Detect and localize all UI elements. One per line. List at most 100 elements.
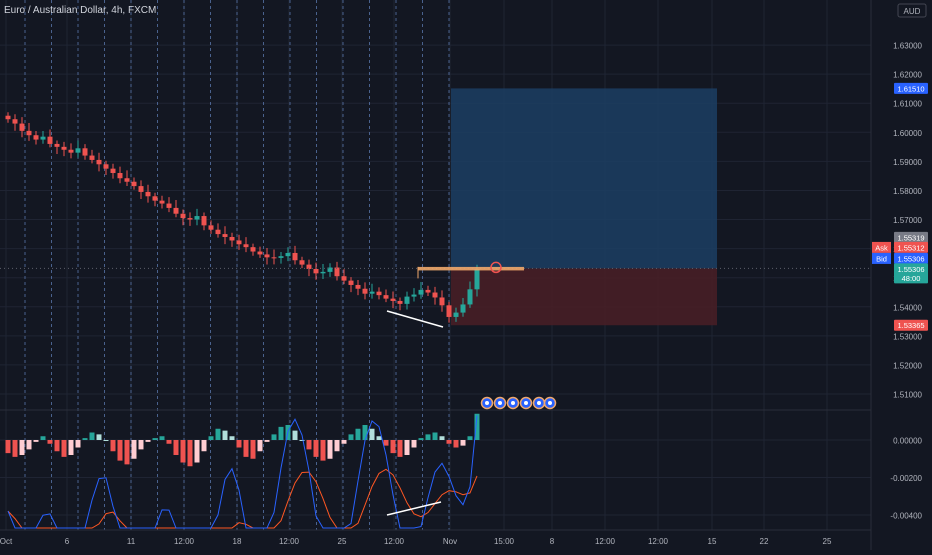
histogram-bar <box>327 440 333 459</box>
histogram-bar <box>110 440 116 452</box>
histogram-bar <box>271 434 277 440</box>
target-price-tag-bg <box>894 82 928 94</box>
histogram-bar <box>89 432 95 440</box>
event-marker-dot <box>537 401 541 405</box>
histogram-bar <box>236 440 242 448</box>
candle-body <box>460 304 466 313</box>
histogram-bar <box>61 440 67 457</box>
stop-zone[interactable] <box>451 268 717 326</box>
histogram-bar <box>355 428 361 440</box>
currency-label: AUD <box>904 7 921 16</box>
candle-body <box>390 298 396 301</box>
histogram-bar <box>306 440 312 450</box>
event-marker-dot <box>498 401 502 405</box>
long-position-tool[interactable] <box>451 88 717 326</box>
bid-price-tag: 1.55306 <box>897 254 924 263</box>
candle-body <box>131 181 137 187</box>
candle-body <box>222 234 228 237</box>
candle-body <box>299 260 305 265</box>
candle-body <box>313 268 319 274</box>
histogram-bar <box>117 440 123 461</box>
candle-body <box>201 216 207 226</box>
candle-body <box>19 123 25 131</box>
candle-body <box>264 254 270 258</box>
macd-line <box>7 415 478 529</box>
candle-body <box>152 196 158 201</box>
candle-body <box>145 191 151 197</box>
histogram-bar <box>446 440 452 444</box>
time-tick-label: 8 <box>550 537 555 546</box>
macd-histogram <box>5 413 480 467</box>
symbol-title: Euro / Australian Dollar, 4h, FXCM <box>4 5 156 16</box>
histogram-bar <box>334 440 340 452</box>
time-tick-label: 12:00 <box>174 537 195 546</box>
event-marker-dot <box>511 401 515 405</box>
user-drawings[interactable] <box>0 261 871 516</box>
countdown-tag: 48:00 <box>902 274 921 283</box>
histogram-bar <box>180 440 186 463</box>
candle-body <box>334 267 340 277</box>
histogram-bar <box>453 440 459 448</box>
event-marker-dot <box>524 401 528 405</box>
candle-body <box>327 267 333 272</box>
histogram-bar <box>390 440 396 454</box>
price-candles <box>5 112 480 323</box>
candle-body <box>138 186 144 192</box>
histogram-bar <box>474 413 480 440</box>
last-price-tag-bg <box>894 263 928 284</box>
histogram-bar <box>96 434 102 440</box>
time-tick-label: Oct <box>0 537 13 546</box>
histogram-bar <box>257 440 263 452</box>
histogram-bar <box>362 425 368 440</box>
event-marker-dot <box>548 401 552 405</box>
time-tick-label: 22 <box>760 537 769 546</box>
histogram-bar <box>299 440 305 441</box>
candle-body <box>355 284 361 289</box>
histogram-bar <box>208 436 214 440</box>
price-tick-label: 1.59000 <box>893 158 922 167</box>
price-tick-label: 1.60000 <box>893 129 922 138</box>
candle-body <box>418 289 424 295</box>
price-tick-label: 1.54000 <box>893 303 922 312</box>
histogram-bar <box>173 440 179 455</box>
candle-body <box>166 203 172 208</box>
histogram-bar <box>341 440 347 444</box>
histogram-bar <box>397 440 403 457</box>
time-tick-label: 11 <box>127 537 136 546</box>
histogram-bar <box>103 440 109 441</box>
candle-body <box>12 119 18 124</box>
candle-body <box>425 289 431 293</box>
candle-body <box>306 264 312 269</box>
indicator-tick-label: -0.00400 <box>890 512 922 521</box>
ask-price-tag-bg <box>894 241 928 253</box>
histogram-bar <box>460 440 466 446</box>
time-axis[interactable]: Oct 6 11 12:00 18 12:00 25 12:00 Nov 15:00 8 12:00 1… <box>0 537 832 546</box>
currency-badge[interactable]: AUD <box>897 3 927 18</box>
histogram-bar <box>19 440 25 455</box>
histogram-bar <box>5 440 11 454</box>
last-price-tag: 1.55306 <box>897 265 924 274</box>
time-tick-label: 25 <box>338 537 347 546</box>
ask-price-tag: 1.55312 <box>897 243 924 252</box>
bid-label-bg <box>872 252 891 264</box>
event-markers[interactable] <box>480 396 557 410</box>
candle-body <box>5 115 11 120</box>
histogram-bar <box>75 440 81 448</box>
time-tick-label: Nov <box>443 537 457 546</box>
price-tick-label: 1.52000 <box>893 361 922 370</box>
histogram-bar <box>425 434 431 440</box>
candle-body <box>194 216 200 220</box>
time-tick-label: 6 <box>65 537 70 546</box>
indicator-axis[interactable]: 0.00000 -0.00200 -0.00400 <box>890 437 922 521</box>
candle-body <box>320 271 326 274</box>
time-tick-label: 18 <box>233 537 242 546</box>
candle-body <box>117 173 123 179</box>
histogram-bar <box>404 440 410 455</box>
histogram-bar <box>320 440 326 461</box>
price-tick-label: 1.51000 <box>893 391 922 400</box>
target-zone[interactable] <box>451 88 717 269</box>
histogram-bar <box>54 440 60 452</box>
candle-body <box>110 168 116 174</box>
candle-body <box>474 268 480 290</box>
